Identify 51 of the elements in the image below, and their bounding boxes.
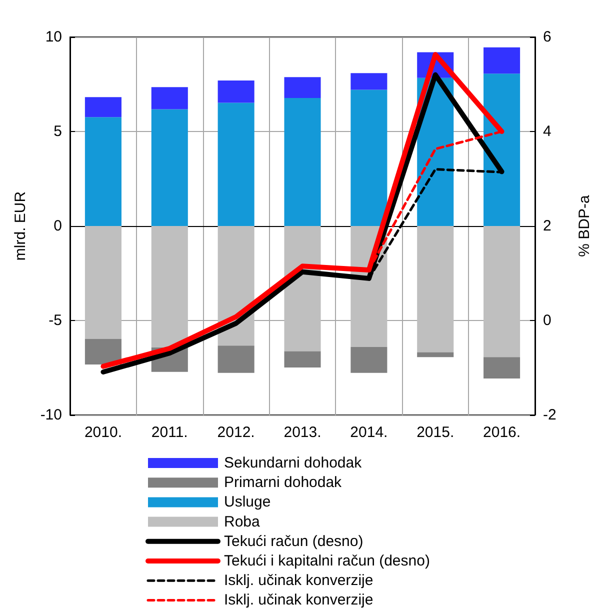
bar (484, 357, 520, 379)
y2-tick-label: 0 (543, 312, 552, 329)
legend-label: Tekući i kapitalni račun (desno) (224, 552, 430, 570)
bar (284, 226, 321, 352)
y-tick-label: 0 (54, 218, 62, 234)
bar (151, 109, 188, 226)
bar (218, 80, 254, 103)
y-tick-label: 10 (45, 28, 62, 46)
bar (284, 77, 321, 98)
y2-tick-label: 4 (543, 123, 552, 140)
legend-label: Usluge (224, 494, 271, 511)
bar (84, 97, 122, 118)
x-tick-label: 2011. (151, 424, 188, 441)
x-tick-label: 2015. (416, 424, 454, 441)
bar (218, 102, 254, 226)
bar (484, 74, 520, 226)
y-tick-label: 5 (54, 123, 62, 140)
legend-label: Tekući račun (desno) (224, 532, 364, 550)
y-axis-title: mlrd. EUR (12, 191, 29, 261)
legend-label: Primarni dohodak (224, 474, 342, 492)
bar (218, 226, 254, 346)
x-tick-label: 2012. (217, 424, 255, 441)
bar (350, 346, 388, 373)
bar (350, 73, 388, 90)
bar (84, 338, 122, 365)
y-tick-label: -5 (48, 312, 62, 329)
bar (84, 117, 122, 226)
legend-label: Isklj. učinak konverzije (224, 572, 374, 590)
y2-tick-label: 2 (543, 218, 552, 234)
y-tick-label: -10 (40, 406, 62, 424)
bar (151, 226, 188, 348)
bar (151, 87, 188, 110)
bar (350, 90, 388, 226)
legend-label: Sekundarni dohodak (224, 454, 362, 472)
bar (284, 351, 321, 368)
x-tick-label: 2013. (284, 424, 322, 441)
x-tick-label: 2010. (84, 424, 122, 441)
bar (417, 226, 454, 352)
legend-label: Isklj. učinak konverzije (224, 592, 374, 609)
bar (218, 346, 254, 373)
y2-tick-label: 6 (543, 28, 552, 46)
y2-tick-label: -2 (543, 406, 556, 424)
x-tick-label: 2016. (483, 424, 521, 441)
y2-axis-title: % BDP-a (576, 194, 593, 257)
bar (484, 226, 520, 358)
bar (417, 352, 454, 358)
bar (84, 226, 122, 339)
bar (284, 98, 321, 226)
x-tick-label: 2014. (350, 424, 388, 441)
bar (484, 47, 520, 74)
legend-label: Roba (224, 513, 261, 530)
